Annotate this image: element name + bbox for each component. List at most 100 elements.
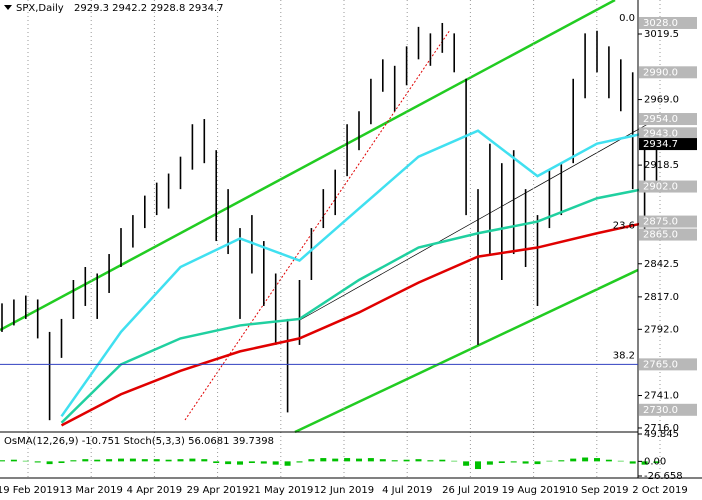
x-tick-label: 26 Jul 2019 [442, 485, 499, 496]
osma-bar [332, 458, 339, 462]
level-label: 2765.0 [643, 359, 678, 370]
moving-average [60, 219, 657, 427]
level-box [639, 358, 697, 371]
level-box [639, 228, 697, 241]
osma-bar [522, 461, 529, 464]
osma-bar [94, 459, 101, 462]
x-tick-label: 4 Jul 2019 [382, 485, 432, 496]
x-tick-label: 13 Mar 2019 [59, 485, 122, 496]
level-box [639, 113, 697, 126]
osma-bar [58, 461, 65, 464]
level-label: 2875.0 [643, 217, 678, 228]
level-box [639, 180, 697, 193]
channel-lower [294, 268, 639, 434]
osma-bar [70, 460, 77, 462]
osma-bar [106, 459, 113, 462]
level-label: 2954.0 [643, 114, 678, 125]
y-tick-label: 2716.0 [644, 423, 679, 434]
osma-bar [213, 461, 220, 464]
osma-bar [344, 458, 351, 462]
osma-bar [141, 459, 148, 462]
osma-bar [403, 459, 410, 462]
fib-label: 0.0 [619, 13, 635, 24]
osma-bar [486, 461, 493, 465]
level-label: 2934.7 [643, 139, 678, 150]
osma-bar [22, 460, 29, 462]
osma-bar [498, 461, 505, 464]
osma-bar [153, 459, 160, 462]
x-tick-label: 2 Oct 2019 [632, 485, 687, 496]
moving-average [60, 185, 657, 424]
fibo-line [184, 29, 451, 421]
level-label: 2865.0 [643, 230, 678, 241]
x-tick-label: 29 Apr 2019 [187, 485, 249, 496]
osma-bar [463, 461, 470, 466]
osma-bar [165, 459, 172, 462]
indicator-tick-label: 0.00 [644, 456, 666, 467]
osma-bar [510, 461, 517, 463]
fib-label: 38.2 [613, 350, 635, 361]
x-tick-label: 12 Jun 2019 [314, 485, 374, 496]
y-tick-label: 3019.5 [644, 29, 679, 40]
osma-bar [225, 461, 232, 465]
osma-bar [605, 459, 612, 462]
osma-bar [129, 458, 136, 462]
osma-bar [451, 460, 458, 462]
osma-bar [34, 461, 41, 463]
indicator-label: OsMA(12,26,9) -10.751 Stoch(5,3,3) 56.06… [4, 436, 274, 447]
level-box [639, 127, 697, 140]
x-tick-label: 21 May 2019 [248, 485, 313, 496]
osma-bar [546, 460, 553, 462]
plot [1, 0, 661, 478]
osma-bar [415, 459, 422, 462]
y-tick-label: 2969.0 [644, 95, 679, 106]
moving-average [60, 129, 657, 418]
osma-bar [653, 461, 660, 464]
level-label: 2902.0 [643, 182, 678, 193]
osma-bar [260, 461, 267, 464]
osma-bar [391, 460, 398, 462]
osma-bar [582, 457, 589, 462]
symbol: SPX,Daily [16, 3, 64, 14]
ohlc-header: 2929.3 2942.2 2928.8 2934.7 [74, 3, 224, 14]
x-tick-label: 19 Aug 2019 [502, 485, 566, 496]
osma-bar [534, 461, 541, 465]
osma-bar [10, 459, 17, 462]
osma-bar [308, 459, 315, 462]
osma-bar [320, 458, 327, 462]
osma-bar [558, 460, 565, 462]
y-tick-label: 2792.0 [644, 324, 679, 335]
osma-bar [189, 458, 196, 462]
level-label: 2943.0 [643, 128, 678, 139]
osma-bar [439, 459, 446, 462]
indicator-tick-label: -26.658 [644, 471, 683, 482]
y-tick-label: 2741.0 [644, 391, 679, 402]
osma-bar [82, 459, 89, 462]
osma-bar [272, 461, 279, 465]
channel-upper [0, 0, 616, 332]
indicator-tick-label: 49.845 [644, 429, 679, 440]
osma-bar [594, 458, 600, 462]
y-tick-label: 2842.5 [644, 259, 679, 270]
osma-bar [296, 461, 303, 463]
level-box [639, 16, 697, 29]
osma-bar [248, 461, 255, 464]
osma-bar [629, 461, 636, 464]
osma-bar [379, 459, 386, 462]
osma-bar [617, 460, 624, 462]
level-box [639, 138, 697, 151]
osma-bar [118, 458, 124, 462]
fib-label: 23.6 [613, 221, 635, 232]
level-box [639, 66, 697, 79]
level-label: 2730.0 [643, 405, 678, 416]
level-label: 3028.0 [643, 18, 678, 29]
osma-bar [475, 461, 481, 470]
x-tick-label: 10 Sep 2019 [565, 485, 628, 496]
osma-bar [427, 460, 434, 462]
osma-bar [177, 459, 184, 462]
level-label: 2990.0 [643, 67, 678, 78]
menu-arrow[interactable] [4, 5, 12, 10]
x-tick-label: 4 Apr 2019 [127, 485, 182, 496]
